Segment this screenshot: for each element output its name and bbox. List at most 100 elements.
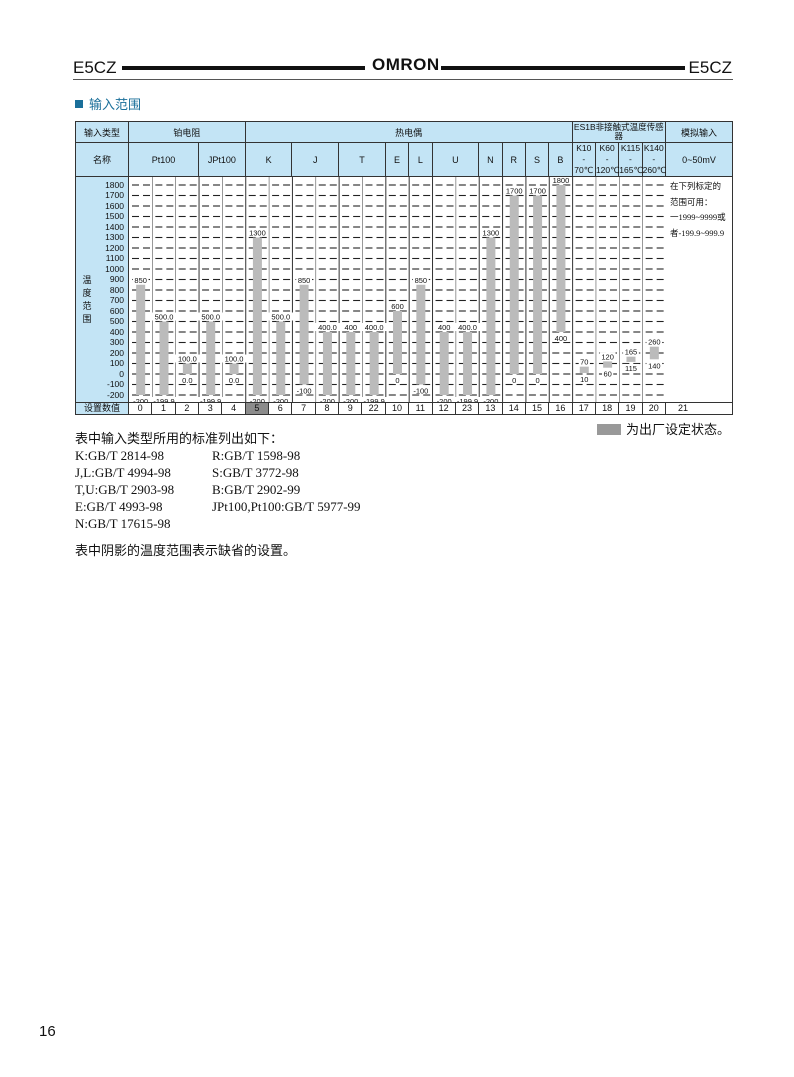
temperature-axis: 温度范围 1800 1700 1600 1500 1400 1300 1200 1100 100… [75,176,129,403]
label-bg [314,323,340,331]
label-bg [412,275,429,284]
label-bg [452,396,483,402]
range-label: 400 [438,323,451,332]
range-label: -200 [343,397,358,402]
setting-value: 7 [291,402,316,415]
setting-value: 13 [478,402,503,415]
name-k10: K10-70℃ [571,142,596,177]
y-tick-label: 1100 [105,253,124,263]
legend: 为出厂设定状态。 [597,419,730,438]
label-bg [623,347,639,356]
standards-notes: 表中输入类型所用的标准列出如下： K:GB/T 2814-98 R:GB/T 15… [75,430,361,532]
setting-value: 19 [618,402,643,415]
y-tick-label: 1500 [105,211,124,221]
label-bg [646,337,663,346]
input-type-label: 输入类型 [75,121,129,143]
setting-value: 1 [151,402,176,415]
label-bg [198,312,224,321]
y-tick-label: 400 [109,326,124,337]
notes-row: J,L:GB/T 4994-98 S:GB/T 3772-98 [75,465,299,480]
setting-value: 21 [664,402,734,415]
name-k140: K140-260℃ [641,142,667,177]
range-bar [136,284,146,395]
range-chart: 850-200500.0-199.9100.00.0500.0-199.9100… [129,177,666,402]
y-tick-label: 1600 [105,200,124,211]
y-tick-label: 800 [109,284,124,295]
y-tick-label: 600 [109,305,124,316]
group-es1b: ES1B非接触式温度传感器 [571,121,666,143]
range-label: -200 [320,397,335,402]
label-bg [149,396,179,402]
range-label: -100 [413,387,428,396]
setting-label: 设置数值 [75,402,129,415]
range-label: -199.9 [364,397,385,402]
range-label: 600 [391,302,404,311]
label-bg [455,323,481,331]
label-bg [553,334,569,342]
name-jpt100: JPt100 [198,142,246,177]
section-title: 输入范围 [75,94,141,113]
range-bar [509,195,519,374]
setting-value: 11 [408,402,433,415]
range-row: 温度范围 1800 1700 1600 1500 1400 1300 1200 1100 100… [75,176,734,403]
label-bg [270,397,291,402]
label-bg [646,361,663,370]
range-bar [579,366,589,373]
label-bg [578,374,590,383]
header-product-right: E5CZ [688,58,732,77]
label-bg [130,397,151,402]
range-bar [486,237,496,395]
setting-value: 5 [244,402,270,415]
label-bg [433,397,455,402]
label-bg [317,397,338,402]
label-bg [296,275,313,284]
range-label: 100.0 [178,355,197,364]
range-label: -200 [250,397,265,402]
analog-note: 在下列标定的 范围可用： 一1999~9999或 者-199.9~999.9 [664,176,734,403]
range-label: 120 [601,352,614,361]
name-b: B [548,142,573,177]
setting-value: 14 [501,402,526,415]
label-bg [247,228,268,237]
range-label: 500.0 [155,313,174,322]
y-tick-labels: 1800 1700 1600 1500 1400 1300 1200 1100 1000 900 8… [90,177,124,402]
notes-row: T,U:GB/T 2903-98 B:GB/T 2902-99 [75,482,301,497]
notes-row: N:GB/T 17615-98 [75,516,171,531]
range-label: 100.0 [225,355,244,364]
range-bar [322,332,332,395]
y-tick-label: 700 [109,295,124,305]
group-analog: 模拟输入 [664,121,734,143]
range-label: 60 [603,370,611,379]
range-label: -199.9 [200,397,221,402]
legend-text: 为出厂设定状态。 [626,422,731,437]
header-product-left: E5CZ [73,58,117,77]
setting-value: 17 [571,402,596,415]
label-bg [599,352,616,361]
page-number: 16 [39,1023,56,1040]
range-label: -200 [133,397,148,402]
notes-row: K:GB/T 2814-98 R:GB/T 1598-98 [75,448,301,463]
range-label: 140 [648,361,661,370]
name-label: 名称 [75,142,129,177]
label-bg [389,302,406,310]
range-label: 1700 [529,187,546,196]
y-tick-label: 0 [119,368,124,379]
name-j: J [291,142,340,177]
range-label: -200 [483,397,498,402]
range-bar [369,332,379,395]
range-bar [252,237,262,395]
range-label: 0 [536,376,540,385]
label-bg [578,357,590,366]
range-label: 1300 [249,229,266,238]
header-rule-right [441,66,685,70]
y-tick-label: 900 [109,274,124,284]
header-underline [73,79,733,80]
header-rule-left [122,66,365,70]
y-tick-label: 1300 [105,232,124,242]
range-bar [229,363,239,374]
range-label: 400.0 [365,323,384,332]
name-pt100: Pt100 [127,142,200,177]
name-k60: K60-120℃ [594,142,620,177]
setting-value: 22 [361,402,386,415]
setting-value: 16 [548,402,573,415]
